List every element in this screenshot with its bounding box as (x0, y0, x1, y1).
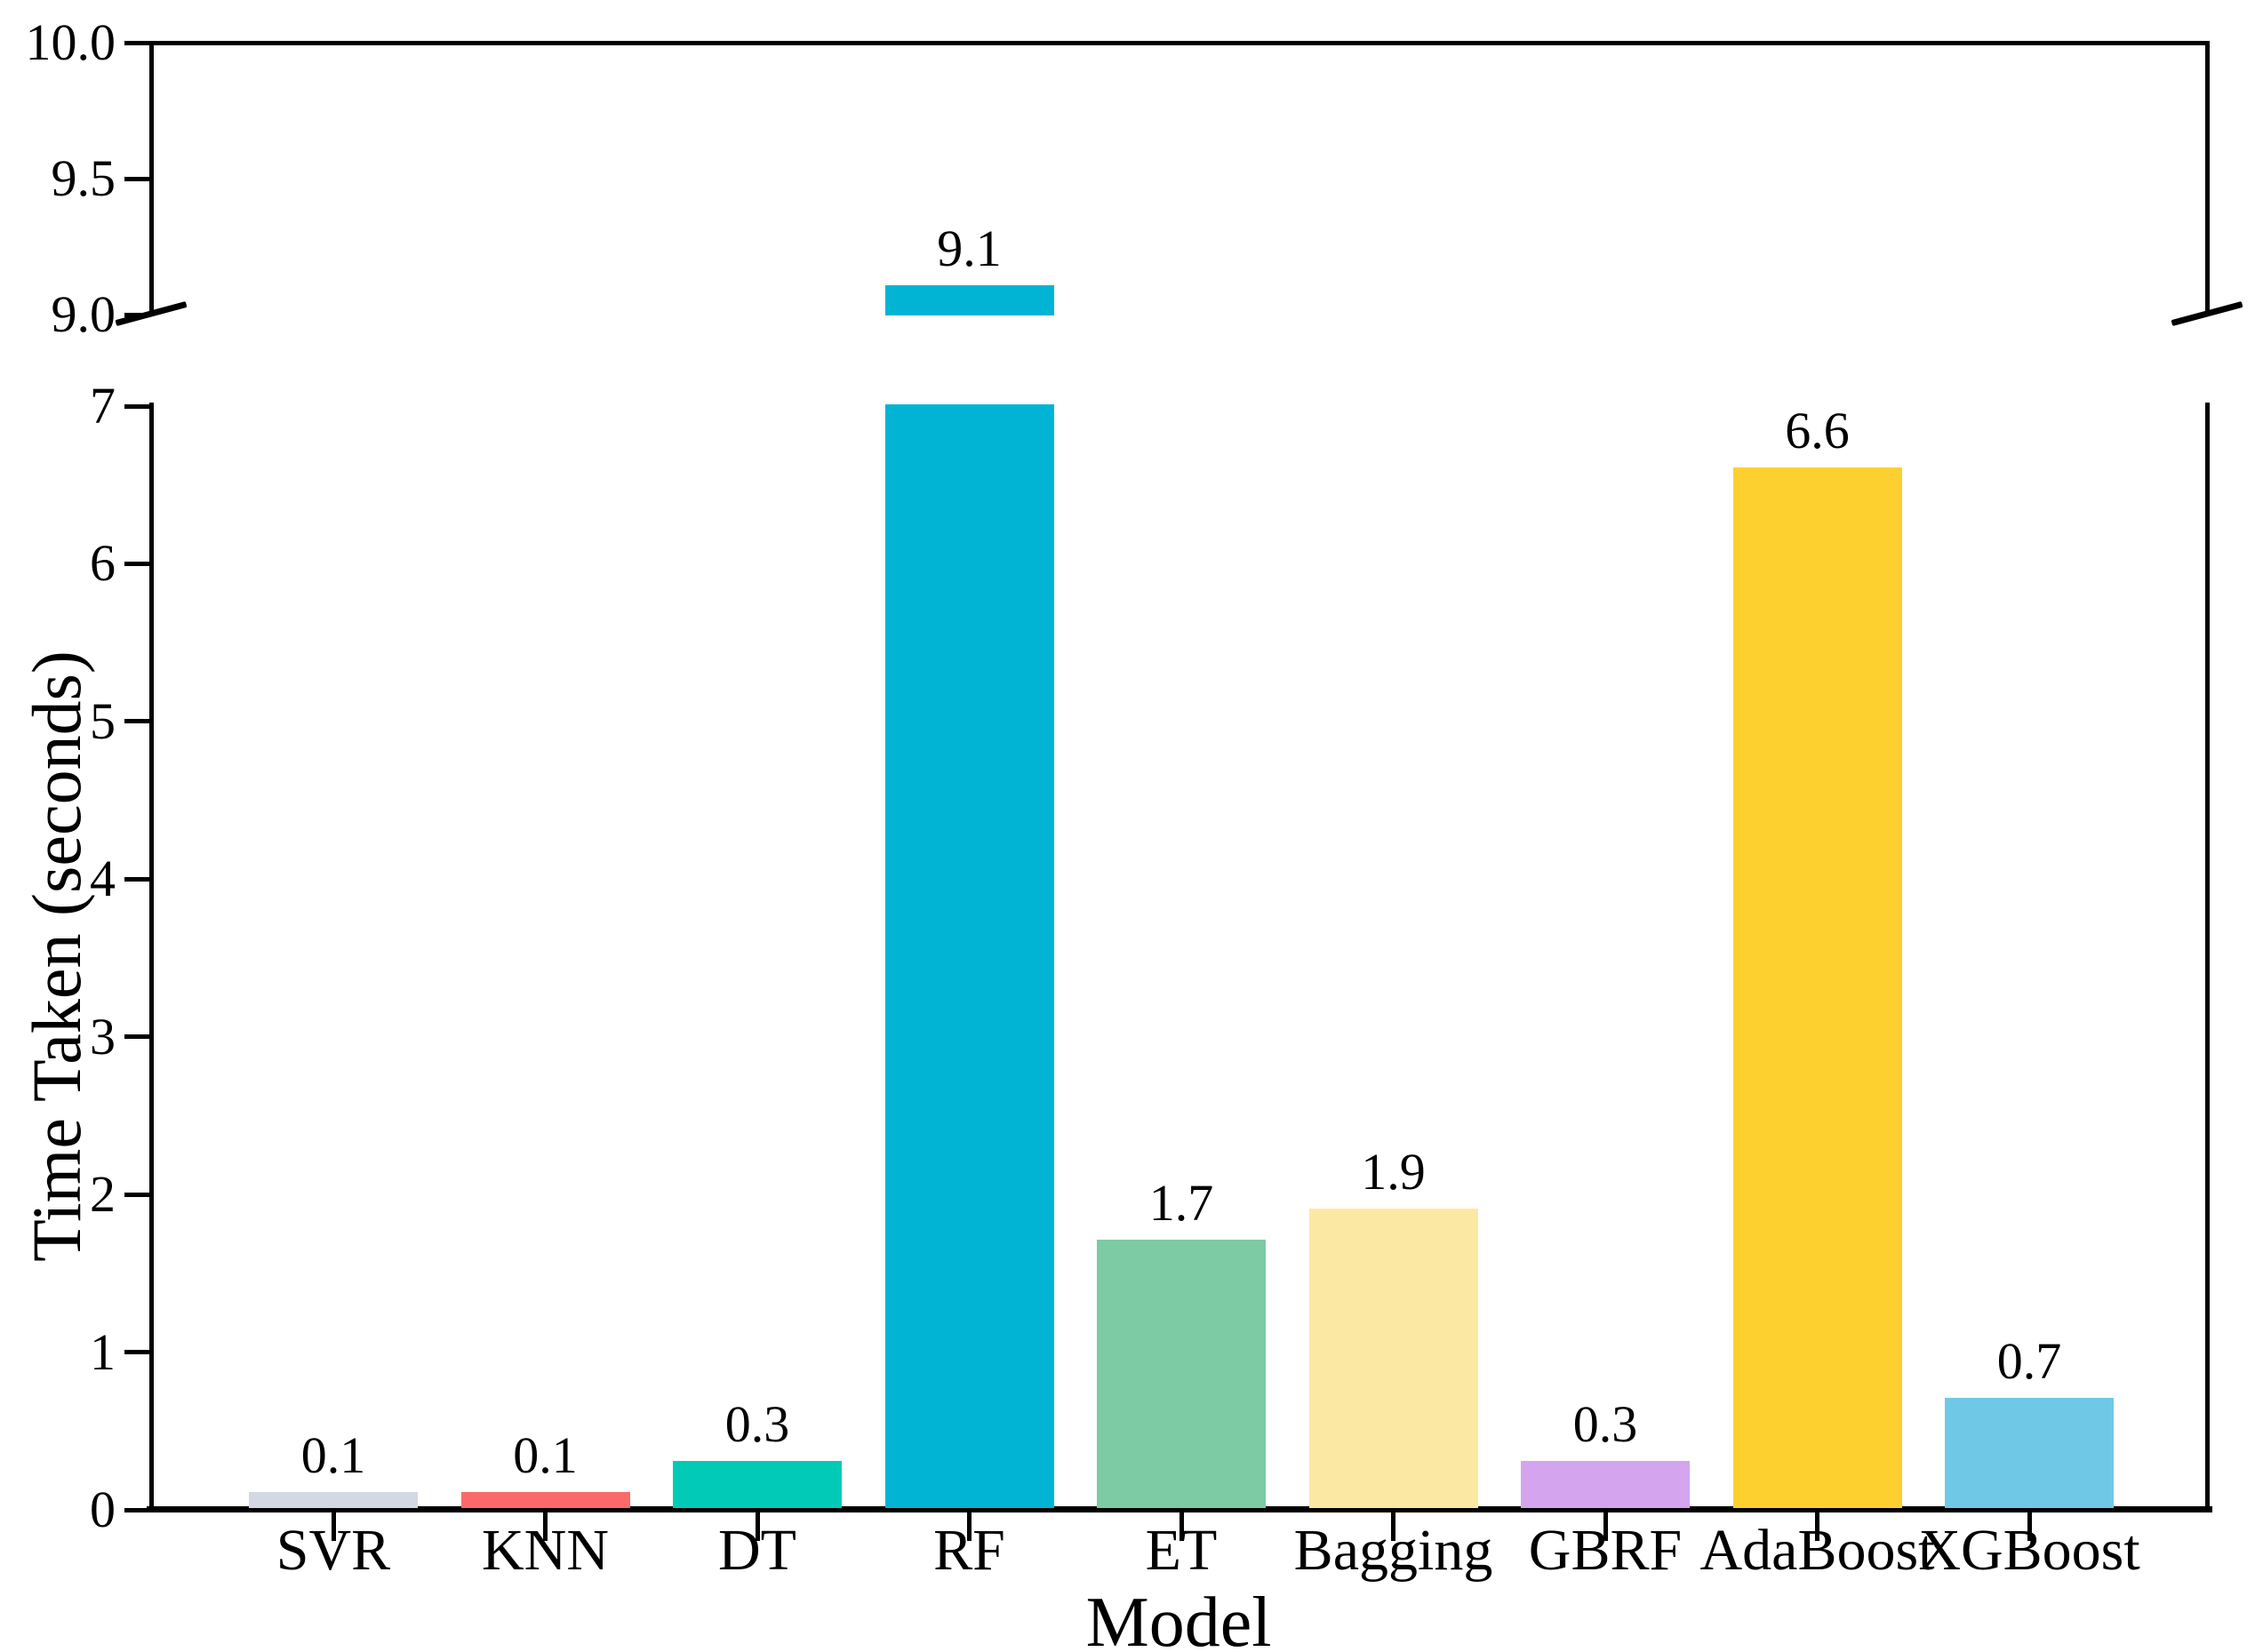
upper-y-tick (124, 312, 149, 317)
lower-y-tick-label: 4 (90, 850, 116, 908)
x-tick (967, 1512, 972, 1541)
upper-y-tick-label: 9.0 (51, 285, 116, 343)
x-tick (1179, 1512, 1184, 1541)
lower-y-tick (124, 1034, 149, 1040)
x-tick (331, 1512, 336, 1541)
x-tick (1603, 1512, 1608, 1541)
upper-y-tick-label: 10.0 (25, 13, 116, 71)
bar-svr (249, 1492, 418, 1508)
lower-y-tick (124, 1192, 149, 1197)
bar-adaboost (1732, 467, 1902, 1508)
bar-knn (460, 1492, 630, 1508)
bar-bagging (1308, 1208, 1478, 1508)
bar-value-label: 0.7 (1996, 1331, 2062, 1390)
lower-y-tick-label: 6 (90, 534, 116, 593)
lower-y-tick (124, 403, 149, 409)
bar-value-label: 0.3 (1572, 1394, 1638, 1453)
lower-y-tick (124, 876, 149, 882)
bar-value-label: 0.3 (724, 1394, 790, 1453)
x-tick-label-adaboost: AdaBoost (1699, 1518, 1935, 1583)
x-tick (2027, 1512, 2032, 1541)
lower-y-tick (124, 1507, 149, 1512)
x-tick (1391, 1512, 1395, 1541)
bar-value-label: 1.9 (1361, 1142, 1426, 1201)
bar-value-label: 6.6 (1785, 401, 1850, 459)
lower-y-tick (124, 561, 149, 566)
upper-y-tick (124, 40, 149, 45)
upper-panel-left-spine (149, 41, 154, 315)
x-axis-title: Model (1085, 1584, 1272, 1652)
bar-dt (673, 1460, 842, 1508)
x-tick-label-xgboost: XGBoost (1918, 1518, 2140, 1583)
bar-value-label: 1.7 (1148, 1174, 1214, 1233)
lower-y-tick (124, 719, 149, 724)
lower-y-tick-label: 7 (90, 377, 116, 435)
x-tick-label-rf: RF (933, 1518, 1005, 1583)
upper-y-tick (124, 176, 149, 181)
bar-rf-upper-segment (884, 285, 1054, 315)
x-tick-label-gbrf: GBRF (1528, 1518, 1683, 1583)
lower-y-tick (124, 1350, 149, 1355)
upper-panel-right-spine (2205, 41, 2210, 315)
lower-panel-right-spine (2205, 403, 2210, 1510)
lower-y-tick-label: 2 (90, 1165, 116, 1224)
bar-value-label: 0.1 (300, 1426, 366, 1485)
bar-rf (884, 404, 1054, 1508)
x-tick (543, 1512, 548, 1541)
x-tick-label-et: ET (1145, 1518, 1218, 1583)
x-tick-label-knn: KNN (482, 1518, 609, 1583)
lower-y-tick-label: 5 (90, 691, 116, 750)
lower-y-tick-label: 3 (90, 1007, 116, 1065)
bar-xgboost (1945, 1397, 2114, 1508)
x-tick (1815, 1512, 1819, 1541)
lower-y-tick-label: 1 (90, 1322, 116, 1381)
x-tick-label-svr: SVR (276, 1518, 391, 1583)
x-tick (755, 1512, 760, 1541)
bar-et (1097, 1240, 1266, 1508)
bar-value-label: 0.1 (513, 1426, 578, 1485)
x-tick-label-dt: DT (718, 1518, 796, 1583)
lower-panel-left-spine (149, 403, 154, 1510)
x-tick-label-bagging: Bagging (1293, 1518, 1493, 1583)
bar-gbrf (1521, 1460, 1690, 1508)
upper-panel-top-spine (149, 41, 2210, 45)
lower-y-tick-label: 0 (90, 1480, 116, 1538)
upper-y-tick-label: 9.5 (51, 149, 116, 207)
x-axis-spine (147, 1506, 2212, 1512)
bar-value-label: 9.1 (937, 219, 1002, 278)
